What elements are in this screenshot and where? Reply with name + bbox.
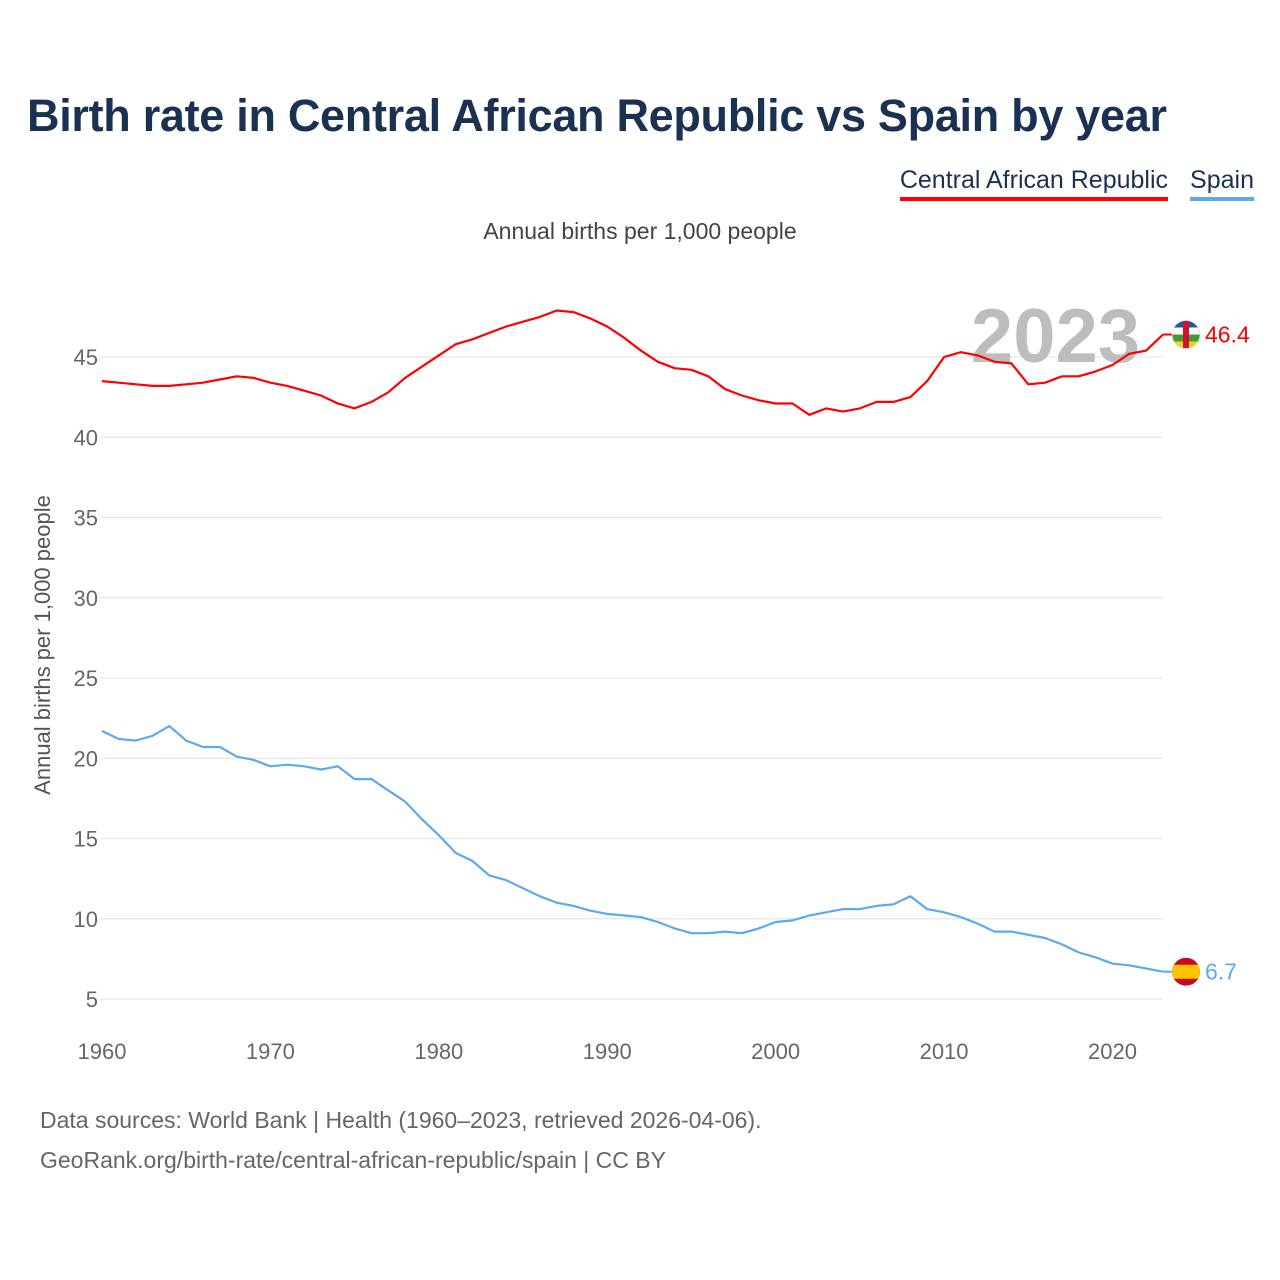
year-watermark: 2023 [971, 294, 1140, 379]
x-tick-label: 1970 [246, 1039, 295, 1064]
y-tick-label: 15 [74, 827, 98, 852]
y-tick-label: 45 [74, 345, 98, 370]
x-tick-label: 1960 [78, 1039, 127, 1064]
car-flag-cross [1183, 320, 1189, 349]
y-tick-label: 40 [74, 425, 98, 450]
footer-sources: Data sources: World Bank | Health (1960–… [40, 1107, 762, 1133]
y-tick-label: 30 [74, 586, 98, 611]
chart-title: Birth rate in Central African Republic v… [27, 90, 1167, 141]
y-tick-label: 10 [74, 907, 98, 932]
y-tick-label: 25 [74, 666, 98, 691]
legend: Central African Republic Spain [899, 166, 1254, 201]
x-tick-label: 2010 [920, 1039, 969, 1064]
y-tick-label: 20 [74, 746, 98, 771]
x-tick-label: 2020 [1088, 1039, 1137, 1064]
x-tick-label: 1980 [414, 1039, 463, 1064]
y-tick-label: 35 [74, 506, 98, 531]
end-value-label: 6.7 [1205, 959, 1237, 985]
series-line-spain [101, 725, 1164, 973]
car-flag-icon [1171, 320, 1201, 349]
spain-flag-stripe [1172, 964, 1200, 979]
legend-item-car[interactable]: Central African Republic [899, 166, 1169, 201]
x-tick-label: 1990 [583, 1039, 632, 1064]
x-tick-label: 2000 [751, 1039, 800, 1064]
footer-url[interactable]: GeoRank.org/birth-rate/central-african-r… [40, 1147, 666, 1173]
legend-item-spain[interactable]: Spain [1190, 166, 1254, 201]
chart-subtitle: Annual births per 1,000 people [483, 218, 797, 244]
y-axis-label: Annual births per 1,000 people [30, 495, 55, 795]
y-tick-label: 5 [86, 987, 98, 1012]
end-value-label: 46.4 [1205, 322, 1250, 348]
series-line-car [101, 309, 1164, 416]
